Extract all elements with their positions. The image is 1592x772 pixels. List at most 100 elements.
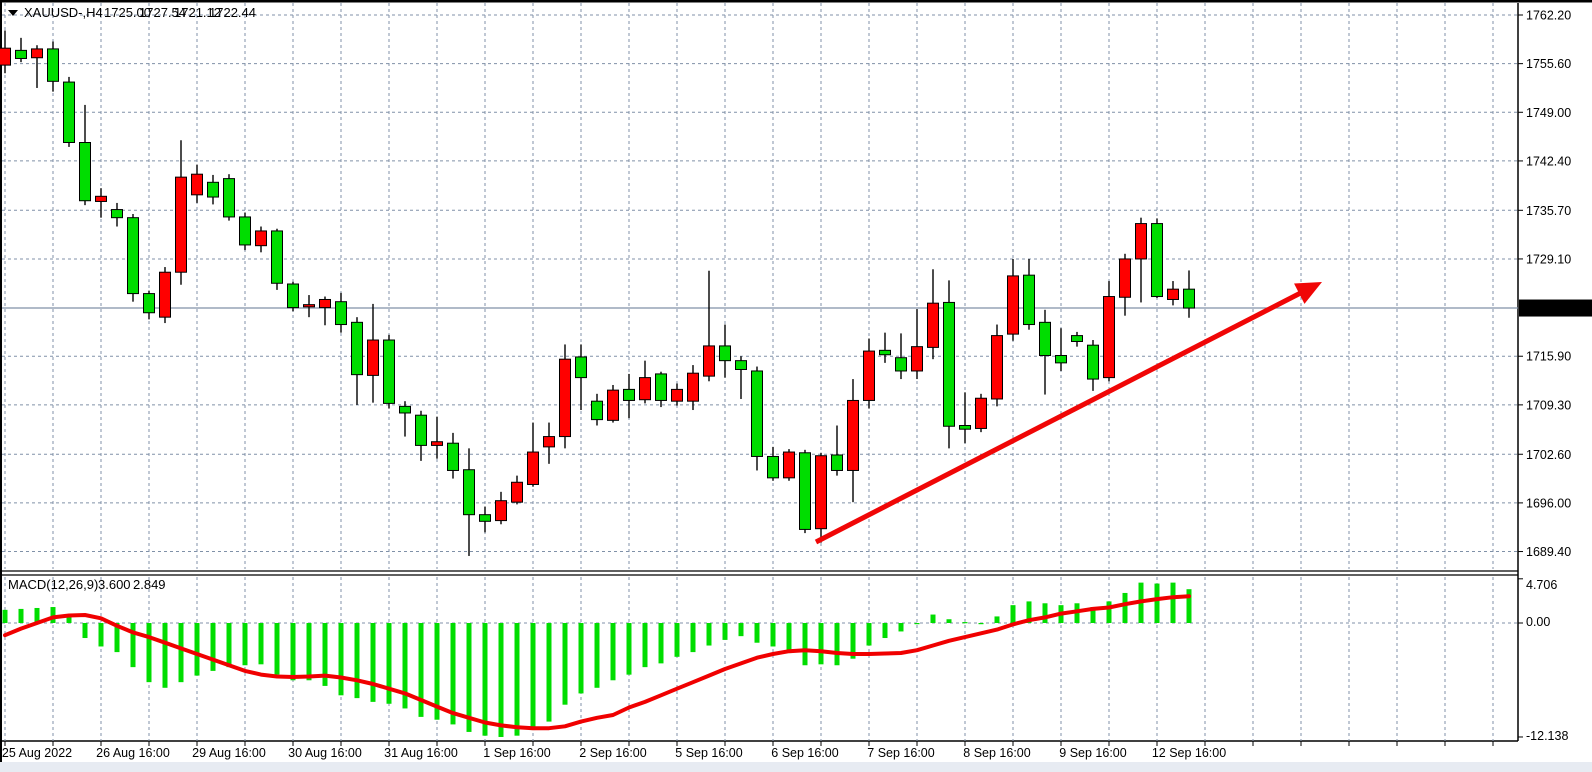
chart-header: XAUUSD-,H4 1725.00 1727.54 1721.12 1722.…: [8, 5, 256, 20]
candle-bullish: [0, 47, 11, 66]
candle-bearish: [351, 321, 363, 376]
candle-bearish: [623, 388, 635, 401]
macd-histogram-bar: [210, 623, 216, 671]
candle-bullish: [191, 173, 203, 196]
axes: 1762.20 1755.60 1749.00 1742.40 1735.70 1729.…: [2, 9, 1592, 760]
macd-axis-label: -12.138: [1526, 729, 1568, 743]
macd-histogram-bar: [18, 608, 24, 623]
candle-bullish: [319, 298, 331, 309]
price-axis-label: 1729.10: [1526, 252, 1571, 266]
candle-bullish: [95, 195, 107, 202]
macd-indicator: [2, 582, 1192, 737]
macd-indicator-label: MACD(12,26,9): [8, 577, 98, 592]
candle-bullish: [511, 481, 523, 503]
candle-bearish: [1183, 288, 1195, 309]
candle-bearish: [479, 514, 491, 522]
macd-histogram-bar: [2, 609, 8, 623]
price-axis-label: 1762.20: [1526, 9, 1571, 23]
time-axis-label: 8 Sep 16:00: [963, 746, 1030, 760]
macd-main-value: 3.600: [98, 577, 131, 592]
macd-histogram-bar: [642, 623, 648, 668]
macd-histogram-bar: [34, 607, 40, 623]
trend-arrow-head[interactable]: [1294, 282, 1322, 304]
candle-bullish: [639, 377, 651, 401]
macd-histogram-bar: [274, 623, 280, 675]
candle-bullish: [687, 372, 699, 402]
price-axis-label: 1696.00: [1526, 496, 1571, 510]
symbol-dropdown-icon[interactable]: [8, 10, 18, 16]
time-axis-label: 6 Sep 16:00: [771, 746, 838, 760]
candle-bullish: [1167, 288, 1179, 300]
candle-bullish: [159, 271, 171, 318]
candle-bearish: [63, 81, 75, 144]
candle-bearish: [447, 442, 459, 471]
price-axis-label: 1689.40: [1526, 545, 1571, 559]
macd-histogram-bar: [738, 623, 744, 637]
candle-bearish: [1023, 274, 1035, 326]
macd-histogram-bar: [146, 623, 152, 683]
macd-histogram-bar: [802, 623, 808, 666]
time-axis-label: 2 Sep 16:00: [579, 746, 646, 760]
macd-histogram-bar: [402, 623, 408, 709]
macd-histogram-bar: [546, 623, 552, 722]
candle-bullish: [367, 339, 379, 376]
macd-histogram-bar: [194, 623, 200, 676]
candle-bearish: [831, 454, 843, 471]
candle-bullish: [607, 389, 619, 421]
macd-histogram-bar: [322, 623, 328, 686]
candle-bearish: [591, 400, 603, 421]
price-axis-label: 1702.60: [1526, 448, 1571, 462]
macd-histogram-bar: [866, 623, 872, 646]
window-left-border: [0, 0, 2, 762]
time-axis-label: 12 Sep 16:00: [1152, 746, 1226, 760]
candle-bearish: [575, 356, 587, 379]
candle-bearish: [143, 293, 155, 314]
candle-bullish: [783, 451, 795, 479]
window-bottom-strip: [0, 762, 1592, 772]
candle-bearish: [15, 49, 27, 59]
time-axis-label: 26 Aug 16:00: [96, 746, 170, 760]
candle-bullish: [703, 345, 715, 377]
candle-bearish: [239, 216, 251, 246]
macd-histogram-bar: [722, 623, 728, 640]
macd-histogram-bar: [162, 623, 168, 688]
macd-histogram-bar: [754, 623, 760, 643]
candle-bearish: [287, 283, 299, 309]
candle-bearish: [271, 230, 283, 284]
macd-histogram-bar: [434, 623, 440, 720]
candle-bullish: [495, 500, 507, 522]
candle-bearish: [895, 357, 907, 372]
macd-histogram-bar: [594, 623, 600, 688]
time-axis-label: 29 Aug 16:00: [192, 746, 266, 760]
window-top-border: [0, 0, 1592, 3]
candle-bullish: [1103, 296, 1115, 379]
macd-histogram-bar: [130, 623, 136, 668]
candle-bearish: [1039, 321, 1051, 356]
price-axis-label: 1755.60: [1526, 57, 1571, 71]
macd-histogram-bar: [962, 622, 968, 624]
macd-axis-label: 4.706: [1526, 578, 1557, 592]
candle-bearish: [223, 178, 235, 218]
time-axis-label: 9 Sep 16:00: [1059, 746, 1126, 760]
macd-histogram-bar: [66, 616, 72, 623]
candle-bullish: [927, 302, 939, 348]
trend-arrow-shaft[interactable]: [814, 288, 1306, 545]
macd-histogram-bar: [114, 623, 120, 653]
macd-histogram-bar: [82, 623, 88, 639]
price-axis-label: 1709.30: [1526, 398, 1571, 412]
candle-bearish: [47, 48, 59, 82]
macd-histogram-bar: [482, 623, 488, 736]
macd-histogram-bar: [514, 623, 520, 736]
candle-bullish: [975, 397, 987, 429]
price-axis-label: 1749.00: [1526, 106, 1571, 120]
candle-bullish: [431, 441, 443, 446]
macd-histogram-bar: [610, 623, 616, 681]
candle-bullish: [175, 176, 187, 273]
candle-bullish: [991, 335, 1003, 400]
macd-histogram-bar: [1170, 582, 1176, 623]
time-axis-label: 1 Sep 16:00: [483, 746, 550, 760]
macd-histogram-bar: [1042, 603, 1048, 623]
